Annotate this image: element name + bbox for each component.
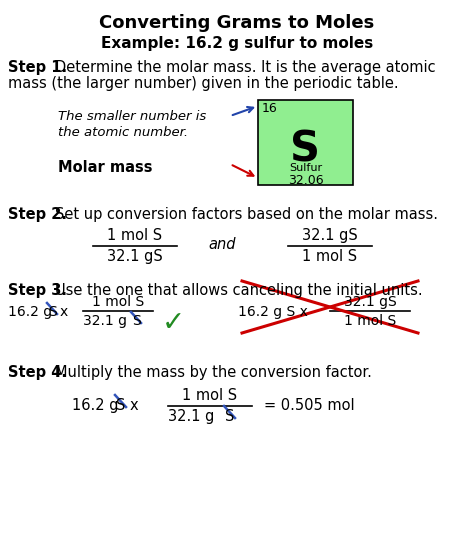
- Text: Example: 16.2 g sulfur to moles: Example: 16.2 g sulfur to moles: [101, 36, 373, 51]
- Text: S: S: [48, 305, 57, 319]
- Text: 1 mol S: 1 mol S: [302, 249, 357, 264]
- Text: S: S: [225, 409, 234, 424]
- Text: Step 4.: Step 4.: [8, 365, 67, 380]
- Text: 32.1 gS: 32.1 gS: [107, 249, 163, 264]
- Text: x: x: [60, 305, 68, 319]
- Text: 32.1 g: 32.1 g: [168, 409, 214, 424]
- Text: ✓: ✓: [162, 309, 185, 337]
- Text: Converting Grams to Moles: Converting Grams to Moles: [100, 14, 374, 32]
- Text: 1 mol S: 1 mol S: [344, 314, 396, 328]
- Text: and: and: [208, 237, 236, 252]
- Text: Determine the molar mass. It is the average atomic: Determine the molar mass. It is the aver…: [55, 60, 436, 75]
- Text: 1 mol S: 1 mol S: [182, 388, 237, 403]
- Text: 32.1 gS: 32.1 gS: [302, 228, 358, 243]
- Text: 16.2 g: 16.2 g: [72, 398, 118, 413]
- Text: S: S: [132, 314, 141, 328]
- Text: Step 3.: Step 3.: [8, 283, 67, 298]
- Text: Step 2.: Step 2.: [8, 207, 67, 222]
- Text: 1 mol S: 1 mol S: [92, 295, 144, 309]
- Text: x: x: [130, 398, 138, 413]
- Text: Step 1.: Step 1.: [8, 60, 67, 75]
- Text: the atomic number.: the atomic number.: [58, 126, 188, 139]
- Text: Set up conversion factors based on the molar mass.: Set up conversion factors based on the m…: [55, 207, 438, 222]
- Text: S: S: [291, 128, 320, 170]
- Text: 16: 16: [262, 102, 278, 115]
- Text: The smaller number is: The smaller number is: [58, 110, 206, 123]
- Text: 1 mol S: 1 mol S: [108, 228, 163, 243]
- Text: = 0.505 mol: = 0.505 mol: [264, 398, 355, 413]
- Text: Multiply the mass by the conversion factor.: Multiply the mass by the conversion fact…: [55, 365, 372, 380]
- Text: S: S: [116, 398, 126, 413]
- Text: 32.1 g: 32.1 g: [83, 314, 127, 328]
- Bar: [258, 100, 353, 185]
- Text: 16.2 g: 16.2 g: [8, 305, 52, 319]
- Text: Molar mass: Molar mass: [58, 160, 153, 175]
- Text: mass (the larger number) given in the periodic table.: mass (the larger number) given in the pe…: [8, 76, 399, 91]
- Text: Use the one that allows canceling the initial units.: Use the one that allows canceling the in…: [55, 283, 423, 298]
- Text: Sulfur: Sulfur: [289, 163, 322, 173]
- Text: 16.2 g S x: 16.2 g S x: [238, 305, 308, 319]
- Text: 32.1 gS: 32.1 gS: [344, 295, 396, 309]
- Text: 32.06: 32.06: [288, 174, 323, 187]
